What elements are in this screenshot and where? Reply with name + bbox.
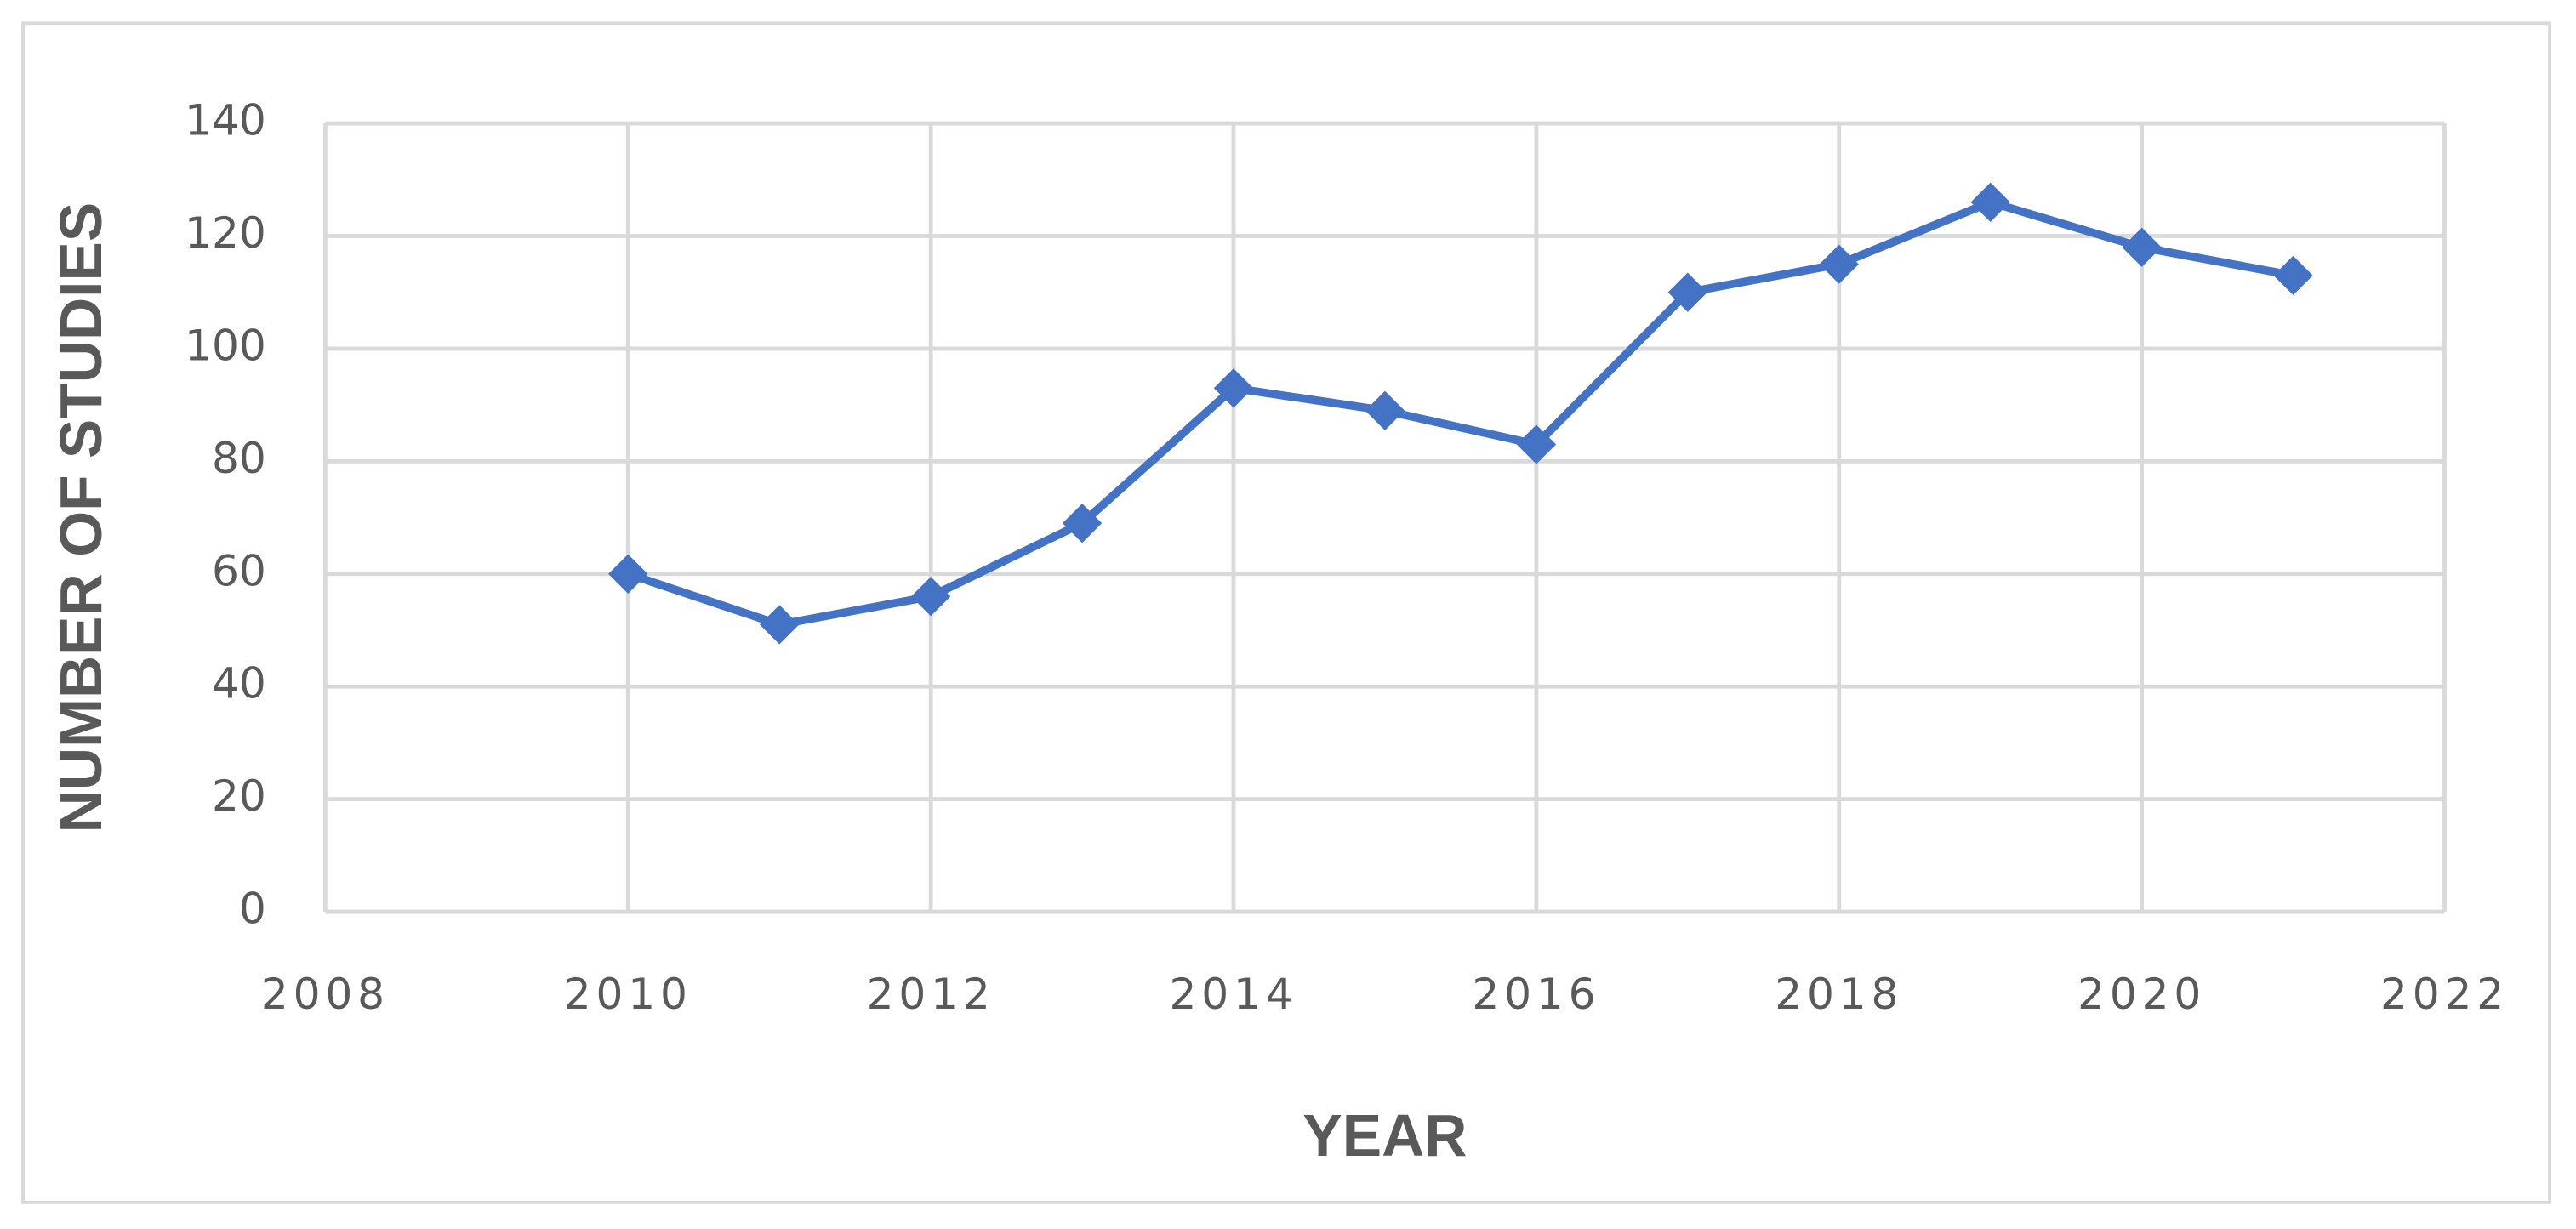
data-line [626, 197, 2294, 629]
chart-border [21, 21, 2552, 1204]
data-marker [1213, 368, 1254, 408]
y-tick-label: 100 [185, 320, 266, 370]
x-tick-label: 2014 [1170, 969, 1298, 1019]
x-tick-label: 2012 [867, 969, 995, 1019]
y-tick-label: 0 [239, 884, 266, 934]
data-marker [760, 605, 800, 645]
x-tick-label: 2016 [1472, 969, 1600, 1019]
y-tick-label: 40 [212, 658, 266, 708]
data-marker [2273, 255, 2313, 296]
x-tick-label: 2010 [564, 969, 692, 1019]
y-axis-title: NUMBER OF STUDIES [48, 202, 114, 834]
x-tick-label: 2022 [2380, 969, 2509, 1019]
y-tick-label: 140 [185, 95, 266, 145]
data-marker [608, 554, 648, 594]
data-marker [1365, 390, 1405, 430]
y-tick-label: 80 [212, 433, 266, 483]
data-marker [1667, 272, 1707, 312]
x-tick-label: 2018 [1775, 969, 1903, 1019]
x-tick-label: 2020 [2077, 969, 2206, 1019]
y-tick-label: 20 [212, 771, 266, 821]
x-axis-title: YEAR [1302, 1102, 1467, 1169]
y-tick-label: 60 [212, 545, 266, 595]
x-tick-label: 2008 [261, 969, 390, 1019]
y-tick-label: 120 [185, 208, 266, 258]
